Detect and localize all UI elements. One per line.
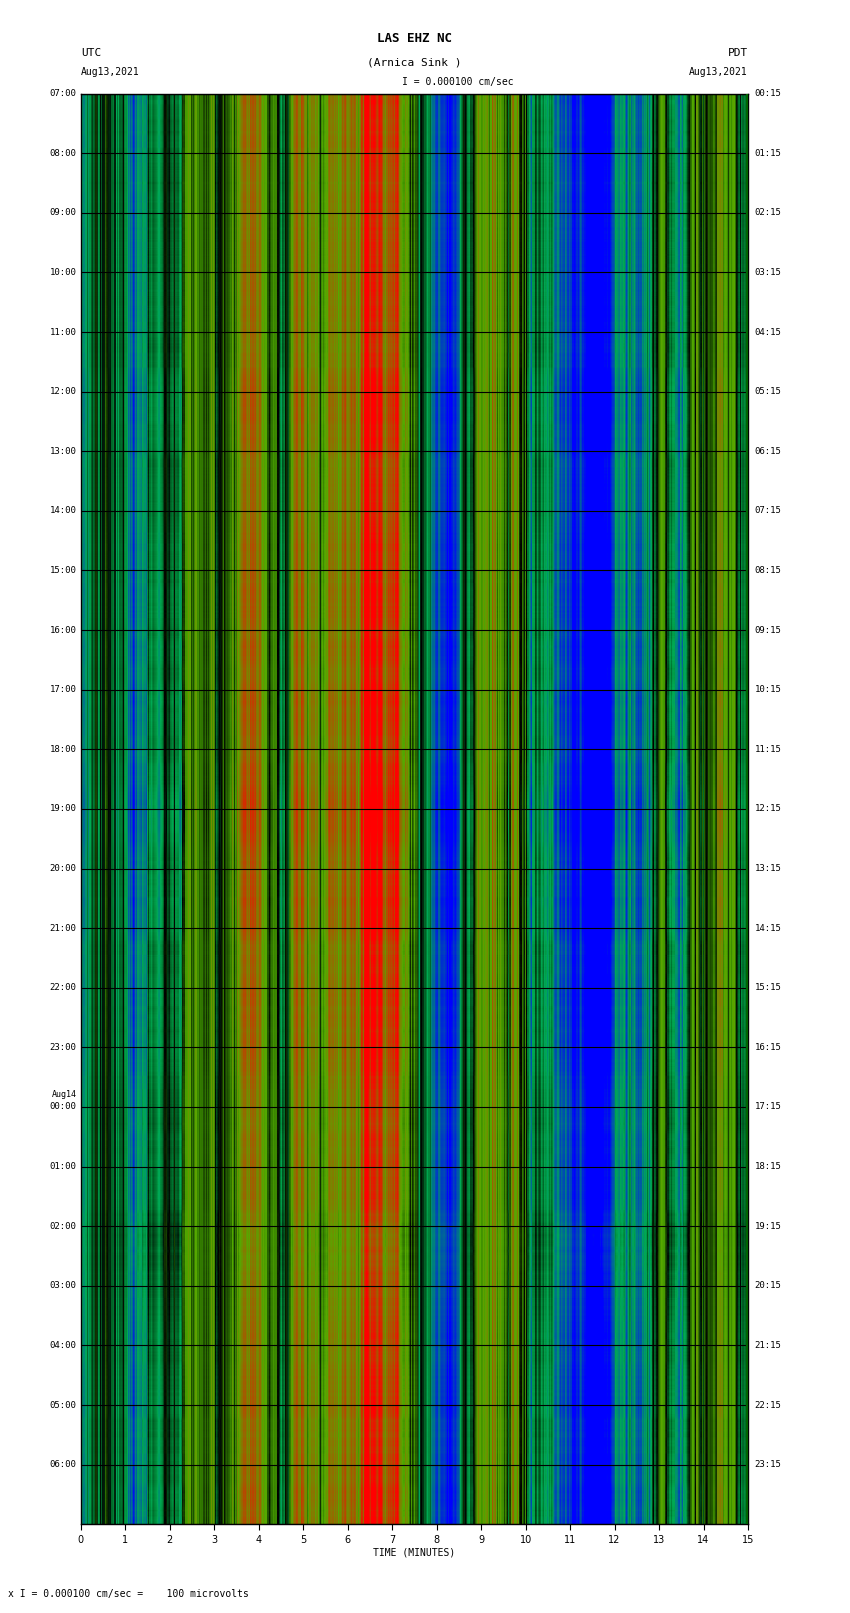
Text: 23:15: 23:15 xyxy=(755,1460,782,1469)
Text: 00:00: 00:00 xyxy=(49,1103,76,1111)
Text: 03:00: 03:00 xyxy=(49,1281,76,1290)
Text: x I = 0.000100 cm/sec =    100 microvolts: x I = 0.000100 cm/sec = 100 microvolts xyxy=(8,1589,249,1598)
Text: 09:00: 09:00 xyxy=(49,208,76,218)
Text: 14:00: 14:00 xyxy=(49,506,76,515)
Text: 22:15: 22:15 xyxy=(755,1400,782,1410)
Text: 18:15: 18:15 xyxy=(755,1161,782,1171)
Text: 00:15: 00:15 xyxy=(755,89,782,98)
Text: 03:15: 03:15 xyxy=(755,268,782,277)
Text: 06:15: 06:15 xyxy=(755,447,782,456)
Text: 16:00: 16:00 xyxy=(49,626,76,634)
Text: 07:00: 07:00 xyxy=(49,89,76,98)
Text: 10:00: 10:00 xyxy=(49,268,76,277)
Text: 17:15: 17:15 xyxy=(755,1103,782,1111)
Text: 11:15: 11:15 xyxy=(755,745,782,753)
Text: PDT: PDT xyxy=(728,48,748,58)
Text: 05:15: 05:15 xyxy=(755,387,782,397)
Text: 08:15: 08:15 xyxy=(755,566,782,574)
Text: 19:00: 19:00 xyxy=(49,805,76,813)
Text: 10:15: 10:15 xyxy=(755,686,782,694)
Text: 15:15: 15:15 xyxy=(755,984,782,992)
Text: 13:15: 13:15 xyxy=(755,865,782,873)
Text: 20:15: 20:15 xyxy=(755,1281,782,1290)
Text: 05:00: 05:00 xyxy=(49,1400,76,1410)
Text: 04:00: 04:00 xyxy=(49,1340,76,1350)
Text: 01:15: 01:15 xyxy=(755,148,782,158)
Text: 07:15: 07:15 xyxy=(755,506,782,515)
Text: 23:00: 23:00 xyxy=(49,1044,76,1052)
Text: I = 0.000100 cm/sec: I = 0.000100 cm/sec xyxy=(401,77,513,87)
Text: (Arnica Sink ): (Arnica Sink ) xyxy=(367,58,462,68)
Text: Aug13,2021: Aug13,2021 xyxy=(81,68,139,77)
Text: Aug13,2021: Aug13,2021 xyxy=(689,68,748,77)
Text: 06:00: 06:00 xyxy=(49,1460,76,1469)
Text: 20:00: 20:00 xyxy=(49,865,76,873)
Text: 11:00: 11:00 xyxy=(49,327,76,337)
Text: 13:00: 13:00 xyxy=(49,447,76,456)
Text: UTC: UTC xyxy=(81,48,101,58)
Text: 08:00: 08:00 xyxy=(49,148,76,158)
Text: 02:00: 02:00 xyxy=(49,1221,76,1231)
Text: 17:00: 17:00 xyxy=(49,686,76,694)
Text: 14:15: 14:15 xyxy=(755,924,782,932)
Text: 21:15: 21:15 xyxy=(755,1340,782,1350)
Text: 15:00: 15:00 xyxy=(49,566,76,574)
Text: 18:00: 18:00 xyxy=(49,745,76,753)
Text: LAS EHZ NC: LAS EHZ NC xyxy=(377,32,452,45)
Text: 16:15: 16:15 xyxy=(755,1044,782,1052)
Text: 22:00: 22:00 xyxy=(49,984,76,992)
Text: 01:00: 01:00 xyxy=(49,1161,76,1171)
Text: 04:15: 04:15 xyxy=(755,327,782,337)
Text: 19:15: 19:15 xyxy=(755,1221,782,1231)
Text: 02:15: 02:15 xyxy=(755,208,782,218)
Text: 21:00: 21:00 xyxy=(49,924,76,932)
Text: Aug14: Aug14 xyxy=(52,1090,76,1098)
X-axis label: TIME (MINUTES): TIME (MINUTES) xyxy=(373,1547,456,1558)
Text: 12:00: 12:00 xyxy=(49,387,76,397)
Text: 09:15: 09:15 xyxy=(755,626,782,634)
Text: 12:15: 12:15 xyxy=(755,805,782,813)
